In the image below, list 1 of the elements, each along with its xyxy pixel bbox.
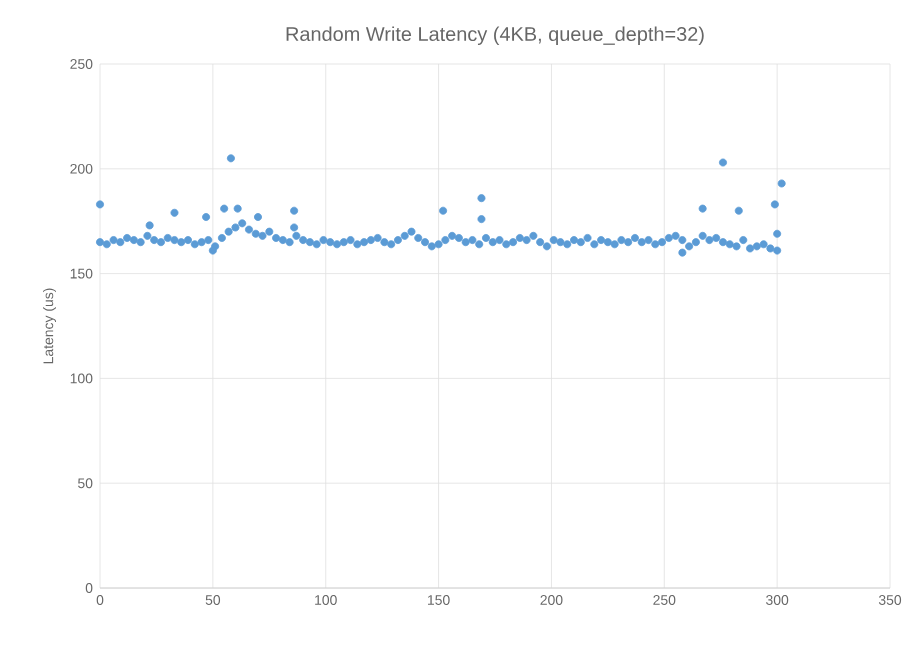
chart-title: Random Write Latency (4KB, queue_depth=32) bbox=[286, 26, 704, 45]
